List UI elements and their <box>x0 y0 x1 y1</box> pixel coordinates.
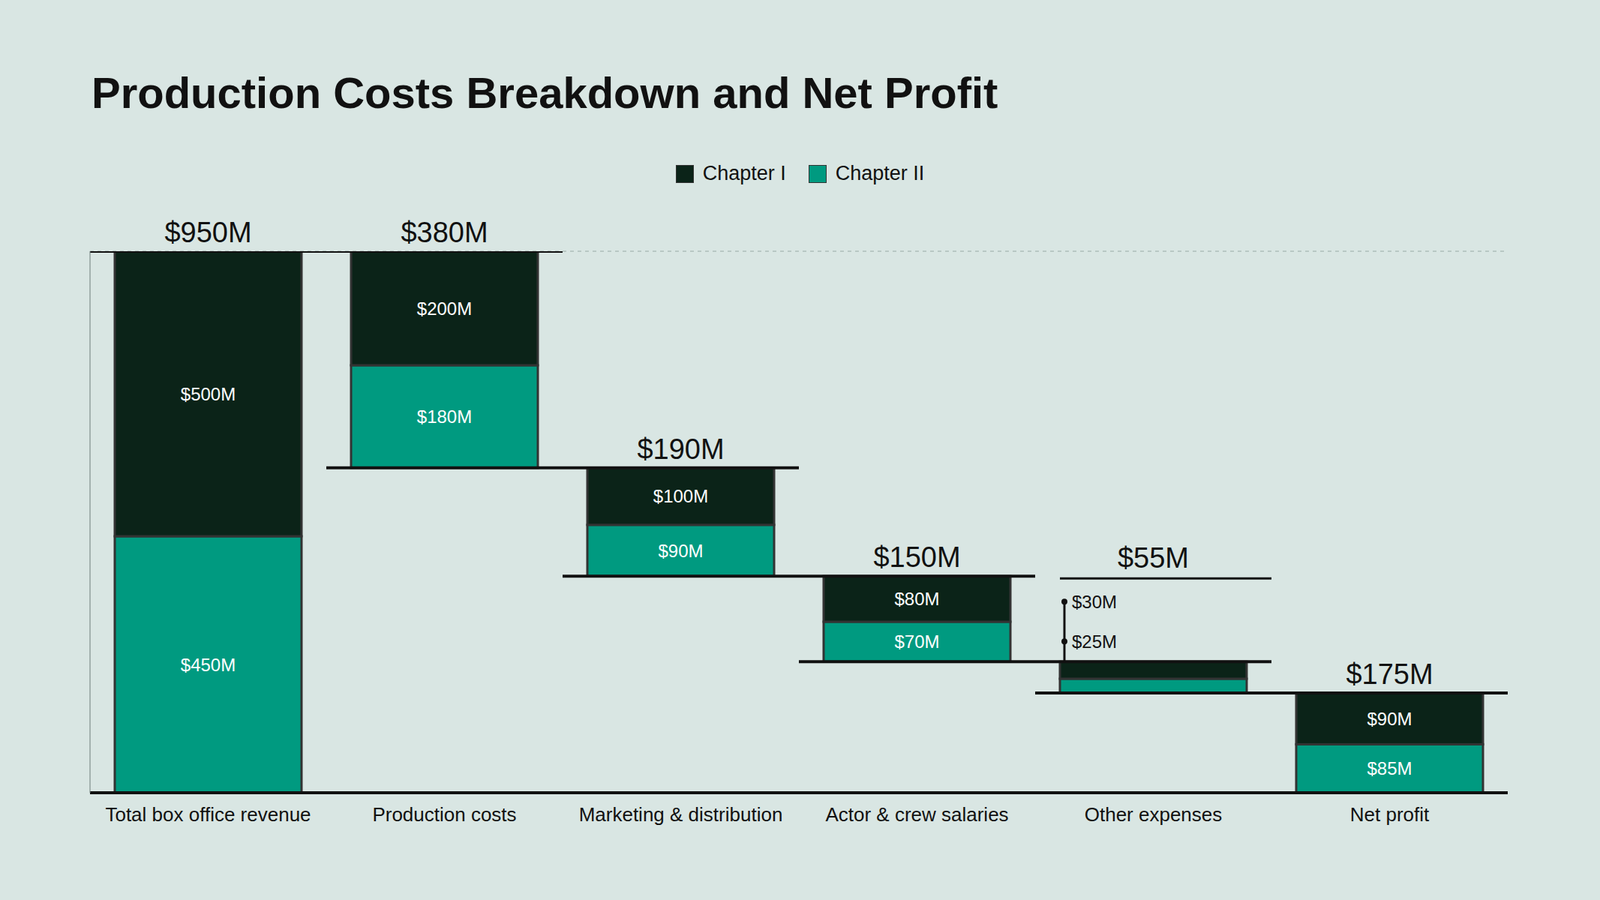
svg-text:$30M: $30M <box>1071 591 1117 613</box>
svg-text:$25M: $25M <box>1071 631 1117 652</box>
svg-text:$100M: $100M <box>653 486 709 507</box>
svg-text:$90M: $90M <box>657 540 703 562</box>
svg-text:Net profit: Net profit <box>1350 803 1430 826</box>
svg-text:Actor & crew salaries: Actor & crew salaries <box>825 803 1009 826</box>
svg-text:Marketing & distribution: Marketing & distribution <box>579 803 784 826</box>
svg-text:$70M: $70M <box>894 631 940 652</box>
svg-text:$150M: $150M <box>873 541 961 574</box>
svg-text:$85M: $85M <box>1366 758 1412 779</box>
svg-text:Other expenses: Other expenses <box>1084 803 1223 826</box>
svg-text:$180M: $180M <box>417 406 472 427</box>
svg-text:$175M: $175M <box>1345 658 1433 691</box>
svg-text:$90M: $90M <box>1366 708 1412 730</box>
svg-text:Production costs: Production costs <box>372 803 517 826</box>
svg-text:$950M: $950M <box>164 216 252 249</box>
svg-text:$500M: $500M <box>180 384 236 405</box>
svg-text:Total box office revenue: Total box office revenue <box>105 803 311 826</box>
svg-text:$55M: $55M <box>1117 542 1189 574</box>
svg-text:$190M: $190M <box>636 433 724 466</box>
html-text:Chapter II: Chapter II <box>835 162 925 185</box>
svg-text:$80M: $80M <box>894 588 940 610</box>
svg-text:$450M: $450M <box>180 654 236 676</box>
svg-text:$380M: $380M <box>400 216 488 249</box>
html-text:Production Costs Breakdown and: Production Costs Breakdown and Net Profi… <box>91 68 998 118</box>
html-text:Chapter I: Chapter I <box>702 162 786 185</box>
svg-text:$200M: $200M <box>417 298 472 319</box>
